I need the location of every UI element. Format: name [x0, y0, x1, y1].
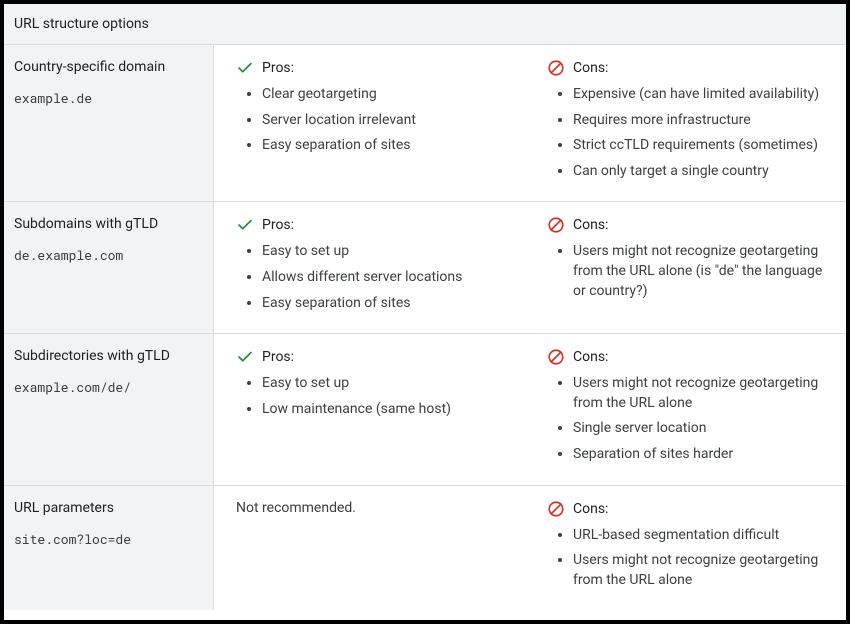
pros-item: Easy to set up: [262, 374, 523, 394]
pros-label: Pros:: [262, 217, 294, 233]
cons-item: Strict ccTLD requirements (sometimes): [573, 136, 834, 156]
ban-icon: [547, 216, 565, 234]
table-row: URL parameters site.com?loc=de Not recomme…: [4, 486, 846, 611]
cons-item: Users might not recognize geotargeting f…: [573, 551, 834, 590]
pros-label: Pros:: [262, 60, 294, 76]
cons-header: Cons:: [547, 59, 834, 77]
cons-cell: Cons: Expensive (can have limited availab…: [535, 45, 846, 201]
cons-list: Users might not recognize geotargeting f…: [547, 242, 834, 301]
cons-label: Cons:: [573, 60, 608, 76]
cons-cell: Cons: URL-based segmentation difficult Use…: [535, 486, 846, 611]
cons-item: Users might not recognize geotargeting f…: [573, 242, 834, 301]
row-label-cell: Subdomains with gTLD de.example.com: [4, 202, 214, 333]
check-icon: [236, 348, 254, 366]
check-icon: [236, 59, 254, 77]
table-row: Country-specific domain example.de Pros: Cl…: [4, 45, 846, 202]
cons-cell: Cons: Users might not recognize geotarget…: [535, 334, 846, 484]
option-title: Subdirectories with gTLD: [14, 348, 203, 364]
cons-item: Can only target a single country: [573, 162, 834, 182]
pros-list: Clear geotargeting Server location irrele…: [236, 85, 523, 156]
cons-list: Expensive (can have limited availability…: [547, 85, 834, 181]
table-title: URL structure options: [14, 16, 149, 32]
table-row: Subdomains with gTLD de.example.com Pros: E…: [4, 202, 846, 334]
check-icon: [236, 216, 254, 234]
cons-list: URL-based segmentation difficult Users mi…: [547, 526, 834, 591]
option-title: URL parameters: [14, 500, 203, 516]
option-example: example.com/de/: [14, 378, 203, 396]
table-header: URL structure options: [4, 4, 846, 45]
row-label-cell: Subdirectories with gTLD example.com/de/: [4, 334, 214, 484]
pros-item: Clear geotargeting: [262, 85, 523, 105]
cons-header: Cons:: [547, 500, 834, 518]
row-label-cell: URL parameters site.com?loc=de: [4, 486, 214, 611]
pros-header: Pros:: [236, 348, 523, 366]
cons-item: URL-based segmentation difficult: [573, 526, 834, 546]
option-example: site.com?loc=de: [14, 530, 203, 548]
option-example: de.example.com: [14, 246, 203, 264]
ban-icon: [547, 348, 565, 366]
pros-header: Pros:: [236, 59, 523, 77]
ban-icon: [547, 500, 565, 518]
pros-item: Server location irrelevant: [262, 111, 523, 131]
pros-label: Pros:: [262, 349, 294, 365]
cons-label: Cons:: [573, 501, 608, 517]
cons-list: Users might not recognize geotargeting f…: [547, 374, 834, 464]
pros-item: Easy separation of sites: [262, 294, 523, 314]
pros-cell: Pros: Easy to set up Allows different serv…: [214, 202, 535, 333]
row-label-cell: Country-specific domain example.de: [4, 45, 214, 201]
pros-cell: Pros: Easy to set up Low maintenance (same…: [214, 334, 535, 484]
pros-list: Easy to set up Allows different server lo…: [236, 242, 523, 313]
pros-cell: Pros: Clear geotargeting Server location i…: [214, 45, 535, 201]
cons-item: Single server location: [573, 419, 834, 439]
cons-item: Users might not recognize geotargeting f…: [573, 374, 834, 413]
cons-item: Expensive (can have limited availability…: [573, 85, 834, 105]
option-title: Subdomains with gTLD: [14, 216, 203, 232]
cons-header: Cons:: [547, 348, 834, 366]
table-row: Subdirectories with gTLD example.com/de/P…: [4, 334, 846, 485]
pros-item: Easy to set up: [262, 242, 523, 262]
cons-label: Cons:: [573, 349, 608, 365]
pros-text: Not recommended.: [236, 500, 523, 516]
pros-list: Easy to set up Low maintenance (same host…: [236, 374, 523, 419]
cons-header: Cons:: [547, 216, 834, 234]
pros-item: Allows different server locations: [262, 268, 523, 288]
table-body: Country-specific domain example.de Pros: Cl…: [4, 45, 846, 610]
cons-label: Cons:: [573, 217, 608, 233]
pros-item: Easy separation of sites: [262, 136, 523, 156]
cons-item: Separation of sites harder: [573, 445, 834, 465]
pros-item: Low maintenance (same host): [262, 400, 523, 420]
option-title: Country-specific domain: [14, 59, 203, 75]
cons-cell: Cons: Users might not recognize geotarget…: [535, 202, 846, 333]
pros-header: Pros:: [236, 216, 523, 234]
option-example: example.de: [14, 89, 203, 107]
ban-icon: [547, 59, 565, 77]
url-structure-table: URL structure options Country-specific d…: [0, 0, 850, 624]
pros-cell: Not recommended.: [214, 486, 535, 611]
cons-item: Requires more infrastructure: [573, 111, 834, 131]
